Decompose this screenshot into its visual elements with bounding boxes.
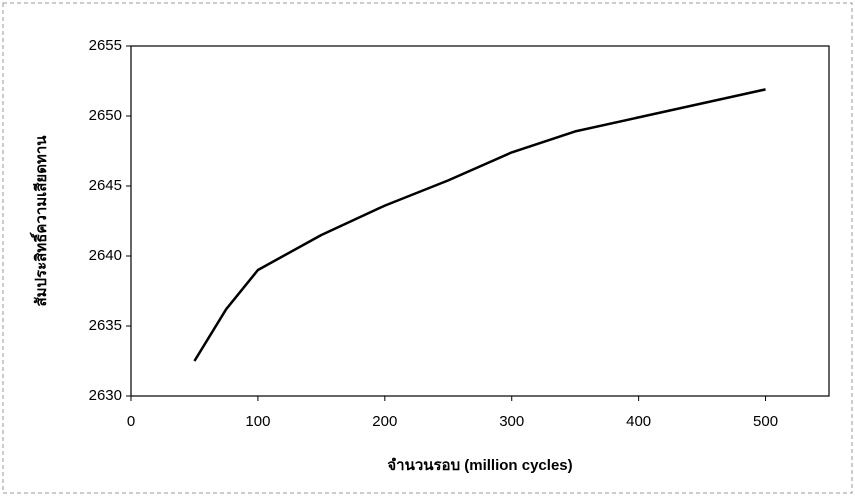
- y-tick-label: 2645: [89, 177, 122, 194]
- y-tick-label: 2650: [89, 107, 122, 124]
- x-tick-label: 100: [245, 413, 270, 430]
- x-tick-label: 200: [372, 413, 397, 430]
- y-tick-label: 2640: [89, 247, 122, 264]
- line-series: [193, 88, 766, 362]
- x-tick-label: 500: [753, 413, 778, 430]
- y-axis-label: สัมประสิทธิ์ความเสียดทาน: [29, 135, 50, 307]
- y-tick-label: 2635: [89, 317, 122, 334]
- y-tick-label: 2630: [89, 387, 122, 404]
- x-tick-label: 300: [499, 413, 524, 430]
- x-axis-label: จำนวนรอบ (million cycles): [387, 457, 572, 474]
- plot-frame: [130, 45, 830, 397]
- y-tick-label: 2655: [89, 37, 122, 54]
- x-tick-label: 0: [127, 413, 135, 430]
- x-tick-label: 400: [626, 413, 651, 430]
